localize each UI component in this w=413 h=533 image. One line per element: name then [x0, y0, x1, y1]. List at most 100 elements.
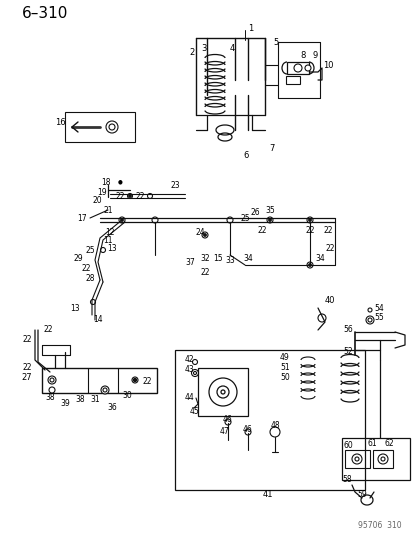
Text: 48: 48 — [270, 421, 279, 430]
Text: 25: 25 — [240, 214, 249, 222]
Circle shape — [367, 318, 371, 322]
Text: 22: 22 — [323, 225, 332, 235]
Circle shape — [128, 195, 131, 197]
Text: 60: 60 — [343, 441, 353, 450]
Circle shape — [106, 121, 118, 133]
Circle shape — [100, 247, 105, 253]
Text: 21: 21 — [103, 206, 112, 214]
Text: 27: 27 — [21, 374, 32, 383]
Text: 44: 44 — [185, 393, 194, 402]
Bar — [344, 450, 369, 468]
Circle shape — [306, 217, 312, 223]
Text: 11: 11 — [103, 236, 112, 245]
Text: 13: 13 — [70, 303, 80, 312]
Circle shape — [224, 419, 230, 425]
Circle shape — [308, 219, 311, 221]
Circle shape — [109, 124, 115, 130]
Text: 7: 7 — [269, 143, 274, 152]
Text: 23: 23 — [170, 181, 179, 190]
Text: 22: 22 — [81, 263, 90, 272]
Text: 10: 10 — [322, 61, 332, 69]
Text: 43: 43 — [185, 366, 194, 375]
Text: 16: 16 — [55, 117, 66, 126]
Text: 41: 41 — [262, 490, 273, 499]
Text: 22: 22 — [200, 268, 209, 277]
Text: 6: 6 — [243, 150, 248, 159]
Text: 55: 55 — [373, 313, 383, 322]
Text: 22: 22 — [22, 335, 32, 344]
Text: 5: 5 — [273, 37, 278, 46]
Text: 58: 58 — [342, 475, 351, 484]
Circle shape — [244, 429, 250, 435]
Text: 22: 22 — [135, 191, 145, 200]
Text: 13: 13 — [107, 244, 116, 253]
Text: 42: 42 — [185, 356, 194, 365]
Circle shape — [268, 219, 271, 221]
Text: 20: 20 — [92, 196, 102, 205]
Text: 45: 45 — [190, 408, 199, 416]
Text: 32: 32 — [200, 254, 209, 262]
Text: 26: 26 — [249, 207, 259, 216]
Text: 4: 4 — [229, 44, 234, 52]
Bar — [65, 112, 135, 142]
Circle shape — [293, 64, 301, 72]
Text: 31: 31 — [90, 395, 100, 405]
Circle shape — [121, 219, 123, 221]
Bar — [197, 368, 247, 416]
Circle shape — [192, 359, 197, 365]
Text: 46: 46 — [223, 416, 232, 424]
Bar — [372, 450, 392, 468]
Text: 22: 22 — [325, 244, 334, 253]
Circle shape — [377, 454, 387, 464]
Circle shape — [209, 378, 236, 406]
Text: 62: 62 — [384, 439, 394, 448]
Text: 29: 29 — [73, 254, 83, 262]
Text: 52: 52 — [342, 348, 352, 357]
Text: 3: 3 — [201, 44, 206, 52]
Circle shape — [317, 314, 325, 322]
Text: 47: 47 — [220, 427, 229, 437]
Text: 22: 22 — [43, 326, 52, 335]
Text: 22: 22 — [304, 225, 314, 235]
Text: 8: 8 — [299, 51, 305, 60]
Circle shape — [380, 457, 384, 461]
Circle shape — [226, 217, 233, 223]
Circle shape — [133, 378, 136, 382]
Text: 59: 59 — [356, 490, 366, 499]
Text: 39: 39 — [60, 399, 70, 408]
Text: 14: 14 — [93, 316, 102, 325]
Text: 61: 61 — [367, 439, 377, 448]
Circle shape — [221, 390, 224, 394]
Text: 38: 38 — [45, 392, 55, 401]
Circle shape — [266, 217, 272, 223]
Circle shape — [269, 427, 279, 437]
Circle shape — [304, 65, 310, 71]
Circle shape — [50, 378, 54, 382]
Circle shape — [308, 264, 311, 266]
Bar — [286, 62, 308, 74]
Circle shape — [351, 454, 361, 464]
Text: 34: 34 — [242, 254, 252, 262]
Circle shape — [216, 386, 228, 398]
Text: 15: 15 — [213, 254, 222, 262]
Text: 34: 34 — [314, 254, 324, 262]
Circle shape — [90, 300, 95, 304]
Circle shape — [202, 232, 207, 238]
Text: 22: 22 — [256, 225, 266, 235]
Text: 19: 19 — [97, 188, 107, 197]
Text: 28: 28 — [85, 273, 95, 282]
Circle shape — [203, 234, 206, 236]
Circle shape — [365, 316, 373, 324]
Text: 51: 51 — [280, 362, 289, 372]
Bar — [175, 350, 364, 490]
Text: 9: 9 — [312, 51, 317, 60]
Text: 46: 46 — [242, 425, 252, 434]
Circle shape — [191, 369, 198, 376]
Text: 56: 56 — [342, 326, 352, 335]
Text: 22: 22 — [115, 191, 124, 200]
Text: 33: 33 — [225, 255, 234, 264]
Text: 36: 36 — [107, 403, 116, 413]
Text: 40: 40 — [324, 295, 335, 304]
Circle shape — [367, 308, 371, 312]
Circle shape — [103, 388, 107, 392]
